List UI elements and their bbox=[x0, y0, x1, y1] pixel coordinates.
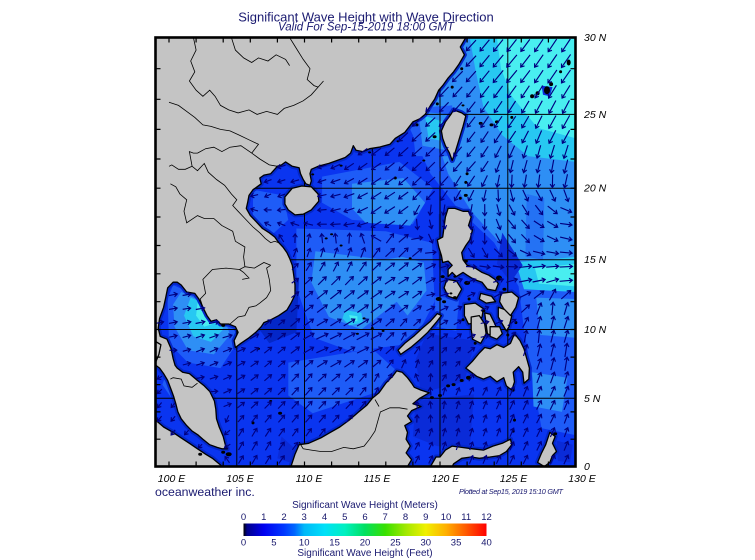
svg-text:30 N: 30 N bbox=[584, 32, 607, 44]
svg-text:15: 15 bbox=[329, 538, 340, 549]
svg-text:4: 4 bbox=[322, 512, 327, 523]
svg-text:11: 11 bbox=[461, 512, 471, 523]
svg-text:40: 40 bbox=[481, 538, 492, 549]
svg-text:100 E: 100 E bbox=[158, 473, 186, 485]
svg-text:105 E: 105 E bbox=[226, 473, 254, 485]
svg-text:25: 25 bbox=[390, 538, 401, 549]
svg-text:30: 30 bbox=[421, 538, 432, 549]
svg-text:25 N: 25 N bbox=[583, 109, 607, 121]
svg-text:8: 8 bbox=[403, 512, 408, 523]
svg-text:1: 1 bbox=[261, 512, 266, 523]
svg-text:5 N: 5 N bbox=[584, 393, 601, 405]
svg-text:7: 7 bbox=[383, 512, 388, 523]
svg-text:5: 5 bbox=[342, 512, 347, 523]
svg-text:0: 0 bbox=[241, 538, 246, 549]
svg-text:9: 9 bbox=[423, 512, 428, 523]
svg-text:10 N: 10 N bbox=[584, 324, 607, 336]
svg-text:Plotted at Sep15, 2019 15:10 G: Plotted at Sep15, 2019 15:10 GMT bbox=[459, 487, 564, 496]
svg-text:10: 10 bbox=[299, 538, 310, 549]
svg-text:0: 0 bbox=[241, 512, 246, 523]
svg-text:oceanweather inc.: oceanweather inc. bbox=[155, 485, 255, 499]
svg-text:0: 0 bbox=[584, 461, 590, 473]
svg-text:5: 5 bbox=[271, 538, 276, 549]
svg-text:20: 20 bbox=[360, 538, 371, 549]
svg-text:35: 35 bbox=[451, 538, 462, 549]
svg-text:110 E: 110 E bbox=[296, 473, 324, 485]
svg-text:6: 6 bbox=[362, 512, 367, 523]
svg-text:115 E: 115 E bbox=[364, 473, 392, 485]
svg-text:125 E: 125 E bbox=[500, 473, 528, 485]
svg-text:130 E: 130 E bbox=[568, 473, 596, 485]
svg-text:10: 10 bbox=[441, 512, 452, 523]
svg-text:12: 12 bbox=[481, 512, 492, 523]
svg-text:Valid For Sep-15-2019 18:00 GM: Valid For Sep-15-2019 18:00 GMT bbox=[278, 22, 455, 34]
svg-text:15 N: 15 N bbox=[584, 254, 607, 266]
svg-text:2: 2 bbox=[281, 512, 286, 523]
svg-text:Significant Wave Height (Meter: Significant Wave Height (Meters) bbox=[292, 500, 438, 511]
svg-text:20 N: 20 N bbox=[583, 183, 607, 195]
svg-text:Significant Wave Height (Feet): Significant Wave Height (Feet) bbox=[297, 548, 432, 559]
svg-text:120 E: 120 E bbox=[432, 473, 460, 485]
svg-text:3: 3 bbox=[302, 512, 307, 523]
svg-text:Significant Wave Height with W: Significant Wave Height with Wave Direct… bbox=[238, 10, 494, 25]
